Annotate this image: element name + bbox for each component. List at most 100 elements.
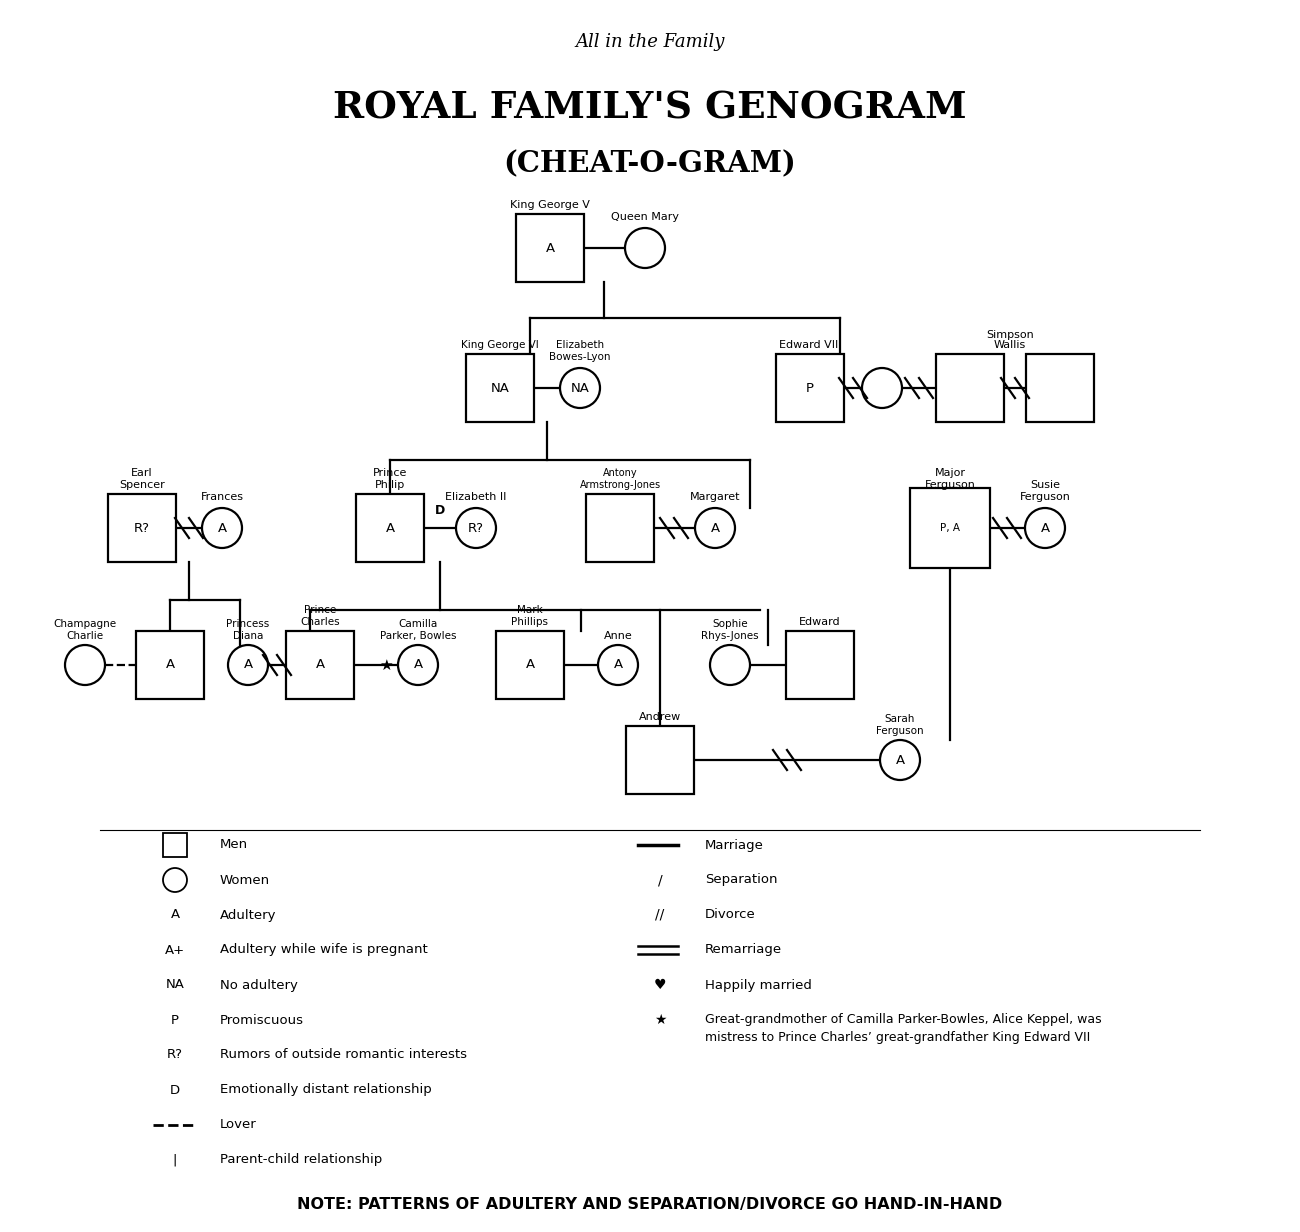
- Bar: [162, 833, 187, 857]
- Text: R?: R?: [166, 1048, 183, 1062]
- Bar: [465, 354, 534, 423]
- Circle shape: [227, 646, 268, 685]
- Bar: [627, 726, 694, 793]
- Text: Camilla
Parker, Bowles: Camilla Parker, Bowles: [380, 620, 456, 641]
- Bar: [356, 494, 424, 562]
- Circle shape: [202, 508, 242, 548]
- Text: Separation: Separation: [705, 873, 777, 887]
- Text: Promiscuous: Promiscuous: [220, 1014, 304, 1026]
- Text: A: A: [896, 754, 905, 766]
- Text: Anne: Anne: [603, 631, 632, 641]
- Circle shape: [710, 646, 750, 685]
- Text: Champagne
Charlie: Champagne Charlie: [53, 620, 117, 641]
- Circle shape: [880, 740, 920, 780]
- Text: A: A: [170, 908, 179, 922]
- Text: A: A: [525, 658, 534, 671]
- Text: Andrew: Andrew: [638, 712, 681, 722]
- Circle shape: [625, 228, 666, 269]
- Bar: [786, 631, 854, 699]
- Text: NA: NA: [571, 382, 589, 394]
- Text: Sarah
Ferguson: Sarah Ferguson: [876, 715, 924, 736]
- Text: NA: NA: [490, 382, 510, 394]
- Text: Elizabeth II: Elizabeth II: [446, 492, 507, 501]
- Circle shape: [65, 646, 105, 685]
- Text: A: A: [710, 521, 720, 535]
- Text: Divorce: Divorce: [705, 908, 755, 922]
- Text: Sophie
Rhys-Jones: Sophie Rhys-Jones: [701, 620, 759, 641]
- Bar: [136, 631, 204, 699]
- Text: No adultery: No adultery: [220, 978, 298, 992]
- Circle shape: [560, 368, 601, 408]
- Bar: [910, 488, 991, 568]
- Text: King George VI: King George VI: [462, 340, 540, 350]
- Text: NOTE: PATTERNS OF ADULTERY AND SEPARATION/DIVORCE GO HAND-IN-HAND: NOTE: PATTERNS OF ADULTERY AND SEPARATIO…: [298, 1198, 1002, 1212]
- Circle shape: [398, 646, 438, 685]
- Text: Susie
Ferguson: Susie Ferguson: [1019, 480, 1070, 501]
- Bar: [1026, 354, 1095, 423]
- Circle shape: [862, 368, 902, 408]
- Text: A: A: [1040, 521, 1049, 535]
- Text: |: |: [173, 1153, 177, 1167]
- Bar: [516, 214, 584, 282]
- Text: Major
Ferguson: Major Ferguson: [924, 468, 975, 490]
- Text: Men: Men: [220, 839, 248, 851]
- Text: Great-grandmother of Camilla Parker-Bowles, Alice Keppel, was: Great-grandmother of Camilla Parker-Bowl…: [705, 1014, 1101, 1026]
- Text: (CHEAT-O-GRAM): (CHEAT-O-GRAM): [503, 149, 797, 179]
- Text: R?: R?: [134, 521, 150, 535]
- Text: A: A: [316, 658, 325, 671]
- Text: Earl
Spencer: Earl Spencer: [120, 468, 165, 490]
- Circle shape: [598, 646, 638, 685]
- Text: Margaret: Margaret: [690, 492, 740, 501]
- Text: Wallis: Wallis: [994, 340, 1026, 350]
- Text: All in the Family: All in the Family: [576, 33, 724, 51]
- Text: Antony
Armstrong-Jones: Antony Armstrong-Jones: [580, 468, 660, 490]
- Text: A: A: [614, 658, 623, 671]
- Text: mistress to Prince Charles’ great-grandfather King Edward VII: mistress to Prince Charles’ great-grandf…: [705, 1030, 1091, 1044]
- Text: Adultery: Adultery: [220, 908, 277, 922]
- Text: Prince
Philip: Prince Philip: [373, 468, 407, 490]
- Circle shape: [696, 508, 734, 548]
- Text: /: /: [658, 873, 662, 887]
- Bar: [497, 631, 564, 699]
- Text: A: A: [165, 658, 174, 671]
- Circle shape: [1024, 508, 1065, 548]
- Text: //: //: [655, 908, 664, 922]
- Text: A: A: [413, 658, 423, 671]
- Bar: [108, 494, 176, 562]
- Text: D: D: [436, 504, 445, 517]
- Text: King George V: King George V: [510, 200, 590, 209]
- Text: D: D: [170, 1083, 181, 1096]
- Text: Parent-child relationship: Parent-child relationship: [220, 1153, 382, 1167]
- Bar: [586, 494, 654, 562]
- Text: ★: ★: [380, 658, 393, 673]
- Text: Emotionally distant relationship: Emotionally distant relationship: [220, 1083, 432, 1096]
- Text: ♥: ♥: [654, 978, 666, 992]
- Text: Remarriage: Remarriage: [705, 944, 783, 956]
- Text: Lover: Lover: [220, 1119, 257, 1131]
- Text: Frances: Frances: [200, 492, 243, 501]
- Circle shape: [162, 869, 187, 892]
- Text: Mark
Phillips: Mark Phillips: [511, 605, 549, 627]
- Text: ROYAL FAMILY'S GENOGRAM: ROYAL FAMILY'S GENOGRAM: [333, 90, 967, 127]
- Text: NA: NA: [165, 978, 185, 992]
- Bar: [286, 631, 354, 699]
- Text: P: P: [806, 382, 814, 394]
- Text: ★: ★: [654, 1013, 666, 1027]
- Text: Edward: Edward: [800, 617, 841, 627]
- Text: Simpson: Simpson: [987, 330, 1034, 340]
- Text: A: A: [546, 241, 555, 255]
- Bar: [936, 354, 1004, 423]
- Text: Queen Mary: Queen Mary: [611, 212, 679, 222]
- Text: Princess
Diana: Princess Diana: [226, 620, 269, 641]
- Text: A: A: [385, 521, 395, 535]
- Text: R?: R?: [468, 521, 484, 535]
- Text: Marriage: Marriage: [705, 839, 764, 851]
- Text: P, A: P, A: [940, 524, 959, 533]
- Text: Happily married: Happily married: [705, 978, 812, 992]
- Text: Adultery while wife is pregnant: Adultery while wife is pregnant: [220, 944, 428, 956]
- Circle shape: [456, 508, 497, 548]
- Text: Rumors of outside romantic interests: Rumors of outside romantic interests: [220, 1048, 467, 1062]
- Text: A: A: [243, 658, 252, 671]
- Text: Edward VIII: Edward VIII: [779, 340, 841, 350]
- Text: A: A: [217, 521, 226, 535]
